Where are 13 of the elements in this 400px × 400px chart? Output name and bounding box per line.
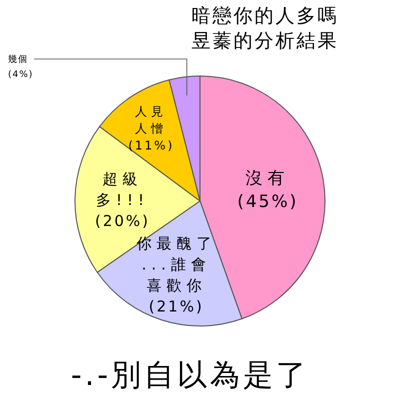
slice-label: 超級多!!! <box>96 170 150 210</box>
slice-label: 人見人憎 <box>135 104 168 136</box>
chart-title: 暗戀你的人多嗎 <box>192 5 338 27</box>
slice-label: 沒有 <box>246 168 290 188</box>
chart-subtitle: 昱蓁的分析結果 <box>192 30 338 52</box>
data-label: (11%) <box>128 138 174 152</box>
data-label: (4%) <box>8 70 34 80</box>
data-label: (45%) <box>237 192 298 212</box>
data-label: (21%) <box>148 298 204 316</box>
slice-label: 幾個 <box>8 54 28 65</box>
data-label: (20%) <box>94 212 150 230</box>
slice-label: 你最醜了...誰會喜歡你 <box>135 234 216 295</box>
text: -.-別自以為是了 <box>70 358 310 393</box>
